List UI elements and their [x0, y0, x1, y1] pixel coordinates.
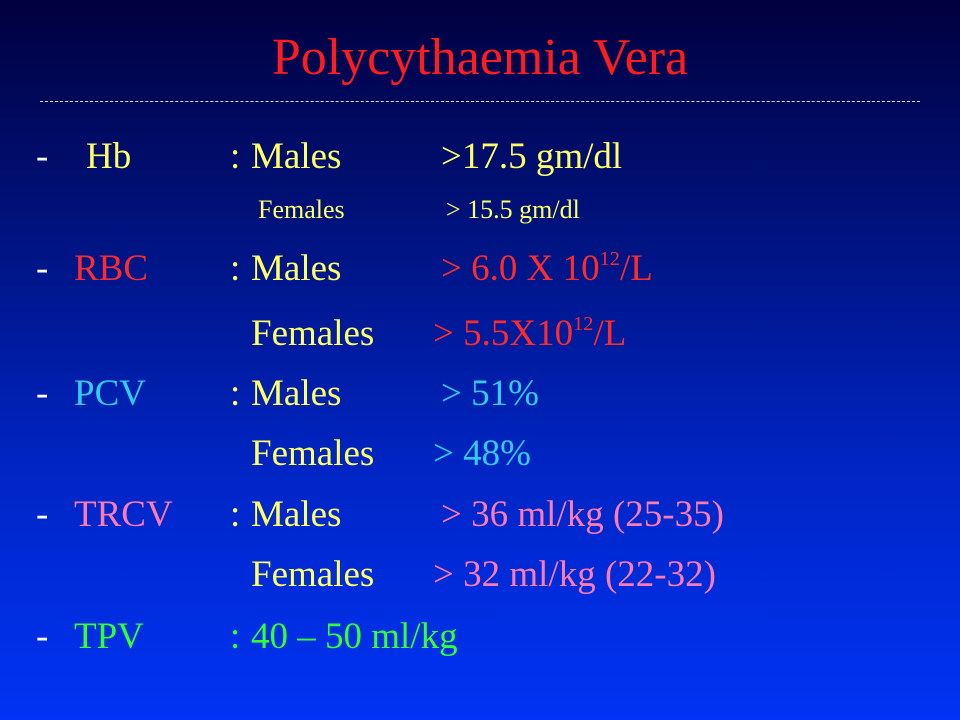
pcv-females-value: > 48% — [433, 433, 531, 474]
param-tpv: TPV — [74, 616, 144, 657]
colon-trcv: : — [230, 494, 241, 535]
tpv-value: 40 – 50 ml/kg — [251, 616, 458, 657]
title-divider — [40, 101, 920, 102]
colon-pcv: : — [230, 373, 241, 414]
rbc-females-exponent: 12 — [573, 312, 594, 335]
hb-males-value: >17.5 gm/dl — [441, 136, 623, 177]
trcv-males-value: > 36 ml/kg (25-35) — [441, 494, 724, 535]
rbc-males-exponent: 12 — [599, 247, 620, 270]
rbc-females-label: Females — [251, 313, 375, 354]
rbc-females-value: > 5.5X1012/L — [433, 312, 627, 354]
bullet-trcv: - — [36, 494, 49, 535]
pcv-females-label: Females — [251, 433, 375, 474]
hb-females-value: > 15.5 gm/dl — [446, 195, 580, 224]
bullet-rbc: - — [36, 248, 49, 289]
bullet-tpv: - — [36, 616, 49, 657]
bullet-pcv: - — [36, 373, 49, 414]
bullet-hb: - — [36, 136, 49, 177]
slide-title: Polycythaemia Vera — [271, 29, 689, 86]
param-hb: Hb — [86, 136, 132, 177]
trcv-females-label: Females — [251, 554, 375, 595]
param-rbc: RBC — [74, 248, 149, 289]
trcv-females-value: > 32 ml/kg (22-32) — [433, 554, 716, 595]
hb-females-label: Females — [258, 195, 345, 224]
colon-rbc: : — [230, 248, 241, 289]
hb-males-label: Males — [251, 136, 342, 177]
rbc-males-value: > 6.0 X 1012/L — [441, 247, 653, 289]
pcv-males-value: > 51% — [441, 373, 539, 414]
colon-tpv: : — [230, 616, 241, 657]
colon-hb: : — [230, 136, 241, 177]
rbc-males-label: Males — [251, 248, 342, 289]
pcv-males-label: Males — [251, 373, 342, 414]
trcv-males-label: Males — [251, 494, 342, 535]
param-pcv: PCV — [74, 373, 146, 414]
param-trcv: TRCV — [74, 494, 173, 535]
